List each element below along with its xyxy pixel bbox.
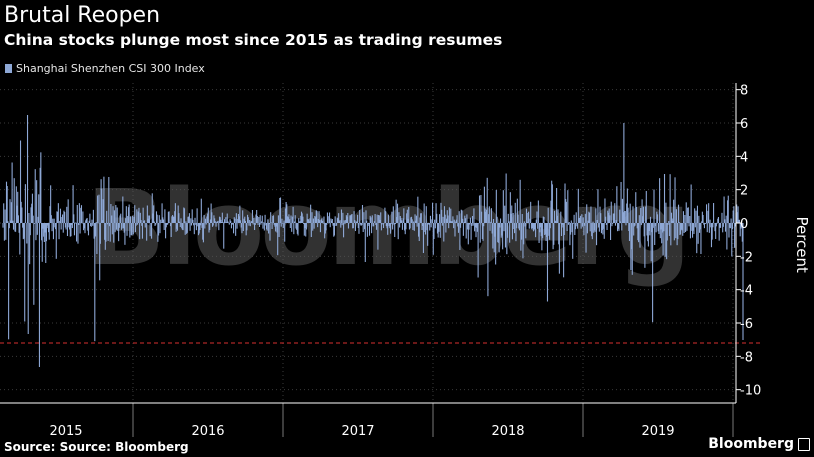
x-tick-label: 2015 — [49, 424, 82, 439]
legend-swatch — [5, 64, 12, 73]
legend-label: Shanghai Shenzhen CSI 300 Index — [16, 62, 205, 75]
source-note: Source: Source: Bloomberg — [4, 440, 189, 454]
legend: Shanghai Shenzhen CSI 300 Index — [5, 62, 205, 75]
y-axis-title: Percent — [793, 216, 811, 273]
y-tick-label: -4 — [740, 284, 753, 299]
axes: 8 6 4 2 0 -2 -4 -6 -8 -10 2015 2016 2017 2018 2019 Perc… — [0, 83, 811, 439]
y-tick-label: -10 — [740, 384, 761, 399]
y-tick-label: 4 — [740, 150, 748, 165]
brand-text: Bloomberg — [708, 436, 794, 452]
y-tick-label: -6 — [740, 317, 753, 332]
brand-logo: Bloomberg — [708, 436, 810, 452]
y-tick-label: -8 — [740, 350, 753, 365]
y-tick-label: 8 — [740, 84, 748, 99]
chart-subtitle: China stocks plunge most since 2015 as t… — [4, 31, 503, 49]
x-tick-label: 2017 — [341, 424, 374, 439]
y-tick-label: 2 — [740, 184, 748, 199]
y-tick-label: 6 — [740, 117, 748, 132]
y-tick-label: 0 — [740, 217, 748, 232]
grid-lines — [0, 83, 736, 403]
brand-mark-icon — [798, 437, 810, 451]
x-tick-label: 2016 — [191, 424, 224, 439]
y-tick-label: -2 — [740, 250, 753, 265]
chart-title: Brutal Reopen — [4, 3, 161, 28]
series-bars — [2, 115, 744, 367]
x-tick-label: 2018 — [491, 424, 524, 439]
x-tick-label: 2019 — [641, 424, 674, 439]
